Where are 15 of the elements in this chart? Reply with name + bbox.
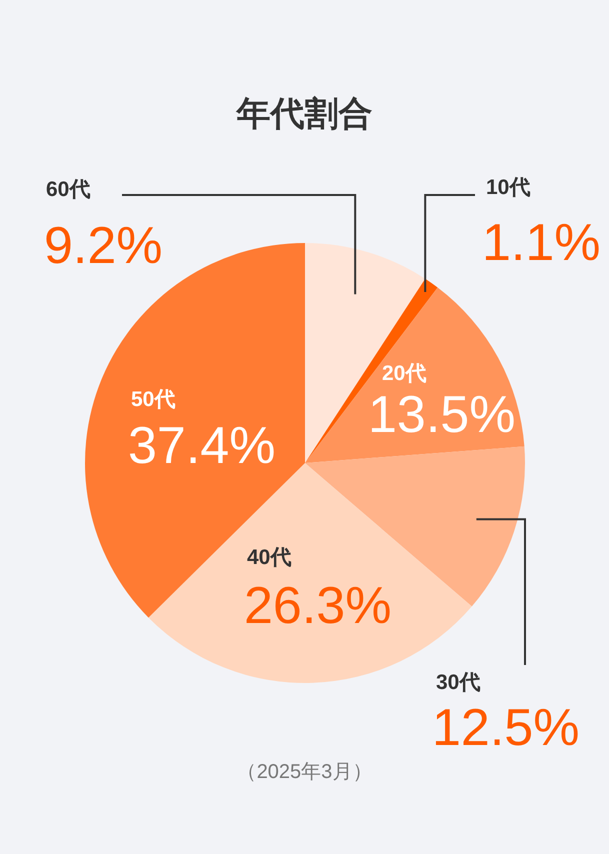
data-label: 9.2% (44, 217, 163, 275)
data-label: 26.3% (244, 577, 392, 635)
slice-label: 30代 (436, 671, 480, 694)
chart-title: 年代割合 (236, 95, 372, 133)
text: （2025年3月） (236, 761, 372, 783)
slice-label: 50代 (131, 388, 176, 411)
slice-label: 10代 (486, 176, 530, 199)
data-label: 12.5% (432, 699, 580, 757)
slice-label: 20代 (382, 362, 426, 385)
data-label: 37.4% (128, 417, 276, 475)
pie-slice (305, 287, 524, 463)
data-label: 13.5% (368, 386, 516, 444)
slice-label: 60代 (46, 178, 90, 201)
slice-label: 40代 (247, 546, 292, 569)
data-label: 1.1% (482, 214, 601, 272)
